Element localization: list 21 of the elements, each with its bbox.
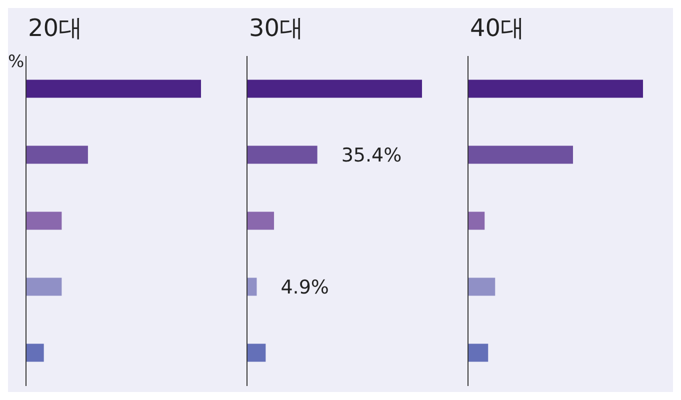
bar	[26, 344, 44, 362]
bar	[468, 146, 573, 164]
bar	[247, 146, 318, 164]
bar	[468, 212, 485, 230]
chart-title: 30대	[249, 13, 304, 44]
bar	[26, 146, 88, 164]
bar	[247, 80, 422, 98]
bar	[26, 80, 201, 98]
bar	[247, 212, 274, 230]
text: %	[8, 52, 24, 72]
bar	[26, 278, 62, 296]
chart-title: 40대	[470, 13, 525, 44]
bar	[247, 344, 266, 362]
chart-title: 20대	[28, 13, 83, 44]
bar	[468, 344, 488, 362]
bar	[468, 278, 496, 296]
data-label: 4.9%	[280, 276, 330, 299]
bar	[247, 278, 257, 296]
bar	[26, 212, 62, 230]
bar	[468, 80, 643, 98]
data-label: 35.4%	[341, 144, 402, 167]
